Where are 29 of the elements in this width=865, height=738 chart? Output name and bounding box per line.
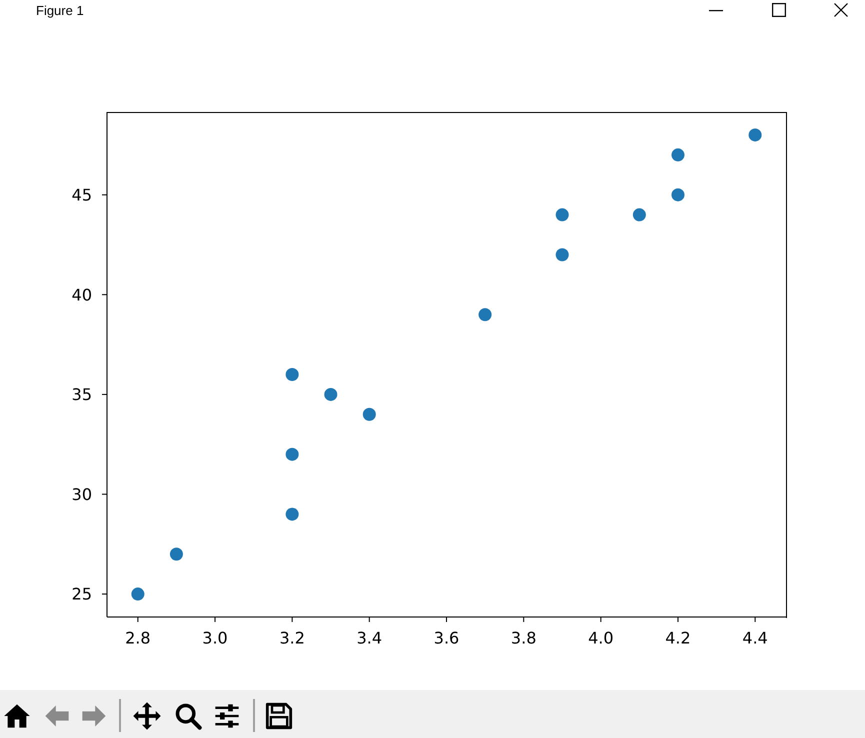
point [286, 368, 299, 381]
x-tick-label: 2.8 [125, 628, 151, 648]
point [632, 208, 646, 222]
y-tick-label: 35 [72, 385, 92, 404]
x-tick-label: 3.6 [434, 628, 460, 648]
point [671, 148, 684, 162]
point [324, 388, 338, 401]
point [362, 408, 376, 421]
point [286, 448, 299, 461]
y-tick-label: 30 [72, 484, 92, 504]
point [671, 188, 684, 202]
x-tick-label: 4.0 [588, 628, 614, 648]
point [286, 508, 299, 521]
x-tick-label: 4.2 [665, 628, 691, 648]
point [748, 128, 762, 142]
point [170, 548, 183, 561]
point [131, 588, 144, 601]
caption: Figure 1 [36, 3, 84, 18]
x-tick-label: 3.8 [510, 628, 536, 648]
x-tick-label: 3.0 [202, 628, 228, 648]
y-tick-label: 25 [72, 584, 92, 604]
point [478, 308, 492, 322]
point [556, 208, 569, 222]
y-tick-label: 40 [72, 285, 92, 304]
x-tick-label: 3.2 [279, 628, 305, 648]
x-tick-label: 4.4 [742, 628, 768, 648]
x-tick-label: 3.4 [356, 628, 382, 648]
point [556, 248, 569, 262]
y-tick-label: 45 [72, 186, 92, 205]
